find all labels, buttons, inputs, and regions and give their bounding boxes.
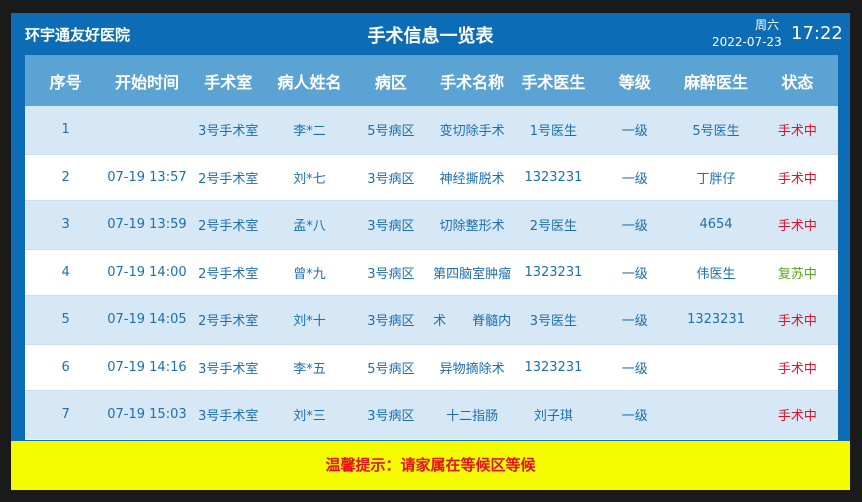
table-row[interactable]: 3 07-19 13:59 2号手术室 孟*八 3号病区 切除整形术 2号医生 一级 4654 手… — [25, 201, 838, 249]
column-header: 等级 — [618, 72, 651, 92]
status-cell: 手术中 — [777, 409, 817, 425]
table-cell: 6 — [61, 359, 70, 375]
table-cell: 3号医生 — [529, 314, 578, 330]
table-cell: 孟*八 — [293, 219, 326, 235]
status-cell: 手术中 — [777, 124, 817, 140]
table-cell: 神经撕脱术 — [439, 171, 505, 187]
table-cell: 刘子琪 — [533, 409, 573, 425]
table-cell: 07-19 15:03 — [107, 407, 187, 423]
table-cell: 变切除手术 — [439, 124, 505, 140]
column-header: 病人姓名 — [277, 72, 342, 92]
table-cell: 十二指肠 — [446, 409, 499, 425]
hospital-name: 环宇通友好医院 — [25, 26, 131, 44]
table-cell: 一级 — [621, 361, 648, 377]
table-row[interactable]: 1 3号手术室 李*二 5号病区 变切除手术 1号医生 一级 5号医生 手术中 — [25, 106, 838, 154]
column-header: 病区 — [374, 72, 407, 92]
table-cell: 2 — [61, 169, 70, 185]
table-cell: 刘*三 — [293, 409, 326, 425]
table-cell: 5号病区 — [367, 124, 415, 140]
table-cell: 5 — [61, 312, 70, 328]
surgery-table: 序号 开始时间 手术室 病人姓名 病区 手术名称 手术医生 等级 麻醉医生 状态 1 3号手术室 李*二… — [25, 55, 838, 440]
table-cell: 一级 — [621, 124, 648, 140]
table-cell: 1 — [61, 122, 70, 138]
column-header: 状态 — [781, 72, 814, 92]
table-cell: 3号病区 — [367, 219, 415, 235]
table-cell: 07-19 14:16 — [107, 359, 187, 375]
weekday: 周六 — [755, 18, 780, 32]
table-cell: 2号手术室 — [198, 266, 259, 282]
status-cell: 手术中 — [777, 171, 817, 187]
table-cell: 李*二 — [293, 124, 326, 140]
table-cell: 3号手术室 — [198, 361, 259, 377]
table-cell: 2号手术室 — [198, 171, 259, 187]
table-cell: 3号手术室 — [198, 409, 259, 425]
table-cell: 异物摘除术 — [439, 361, 505, 377]
table-cell: 07-19 14:00 — [107, 264, 187, 280]
notice-banner: 温馨提示：请家属在等候区等候 — [11, 441, 850, 490]
display-screen: 环宇通友好医院 手术信息一览表 周六 2022-07-23 17:22 序号 开始… — [11, 13, 850, 490]
table-cell: 1323231 — [524, 359, 583, 375]
table-cell: 5号医生 — [692, 124, 740, 140]
table-cell: 3号病区 — [367, 314, 415, 330]
table-cell: 一级 — [621, 409, 648, 425]
page-title: 手术信息一览表 — [367, 26, 494, 47]
table-header: 序号 开始时间 手术室 病人姓名 病区 手术名称 手术医生 等级 麻醉医生 状态 — [25, 55, 838, 106]
table-cell: 切除整形术 — [439, 219, 505, 235]
table-cell: 一级 — [621, 219, 648, 235]
table-cell: 一级 — [621, 171, 648, 187]
table-cell: 刘*十 — [293, 314, 326, 330]
table-cell: 3号手术室 — [198, 124, 259, 140]
status-cell: 手术中 — [777, 314, 817, 330]
table-cell: 1323231 — [524, 264, 583, 280]
table-cell: 3 — [61, 217, 70, 233]
column-header: 麻醉医生 — [684, 72, 749, 92]
column-header: 手术医生 — [521, 72, 586, 92]
table-cell: 2号手术室 — [198, 219, 259, 235]
table-cell: 2号手术室 — [198, 314, 259, 330]
table-row[interactable]: 5 07-19 14:05 2号手术室 刘*十 3号病区 术 脊髓内 3号医生 一级 13232… — [25, 296, 838, 344]
table-row[interactable]: 6 07-19 14:16 3号手术室 李*五 5号病区 异物摘除术 1323231 一级 手术… — [25, 343, 838, 391]
table-cell: 3号病区 — [367, 409, 415, 425]
column-header: 序号 — [49, 72, 82, 92]
table-cell: 1323231 — [687, 312, 745, 328]
date: 2022-07-23 — [712, 35, 782, 49]
table-cell: 07-19 13:57 — [107, 169, 187, 185]
status-cell: 手术中 — [777, 361, 817, 377]
table-cell: 4654 — [699, 217, 733, 233]
table-cell: 曾*九 — [293, 266, 326, 282]
table-row[interactable]: 2 07-19 13:57 2号手术室 刘*七 3号病区 神经撕脱术 1323231 一级 丁胖… — [25, 153, 838, 201]
table-cell: 术 脊髓内 — [433, 314, 512, 330]
table-cell: 1323231 — [524, 169, 583, 185]
table-cell: 07-19 13:59 — [107, 217, 187, 233]
header: 环宇通友好医院 手术信息一览表 周六 2022-07-23 17:22 — [11, 13, 850, 53]
table-cell: 5号病区 — [367, 361, 415, 377]
table-cell: 2号医生 — [529, 219, 578, 235]
table-cell: 07-19 14:05 — [107, 312, 187, 328]
table-cell: 一级 — [621, 314, 648, 330]
table-row[interactable]: 7 07-19 15:03 3号手术室 刘*三 3号病区 十二指肠 刘子琪 一级 手术中 — [25, 391, 838, 439]
status-cell: 手术中 — [777, 219, 817, 235]
status-cell: 复苏中 — [777, 266, 817, 282]
column-header: 手术室 — [204, 72, 253, 92]
table-cell: 丁胖仔 — [696, 171, 736, 187]
table-cell: 第四脑室肿瘤 — [433, 266, 512, 282]
table-cell: 伟医生 — [696, 266, 736, 282]
table-cell: 3号病区 — [367, 266, 415, 282]
table-cell: 李*五 — [293, 361, 326, 377]
clock: 17:22 — [791, 23, 843, 44]
table-cell: 4 — [61, 264, 70, 280]
column-header: 开始时间 — [114, 72, 179, 92]
table-cell: 1号医生 — [529, 124, 578, 140]
table-cell: 一级 — [621, 266, 648, 282]
table-cell: 3号病区 — [367, 171, 415, 187]
table-row[interactable]: 4 07-19 14:00 2号手术室 曾*九 3号病区 第四脑室肿瘤 1323231 一级 伟… — [25, 248, 838, 296]
table-cell: 刘*七 — [293, 171, 326, 187]
table-cell: 7 — [61, 407, 70, 423]
column-header: 手术名称 — [440, 72, 505, 92]
